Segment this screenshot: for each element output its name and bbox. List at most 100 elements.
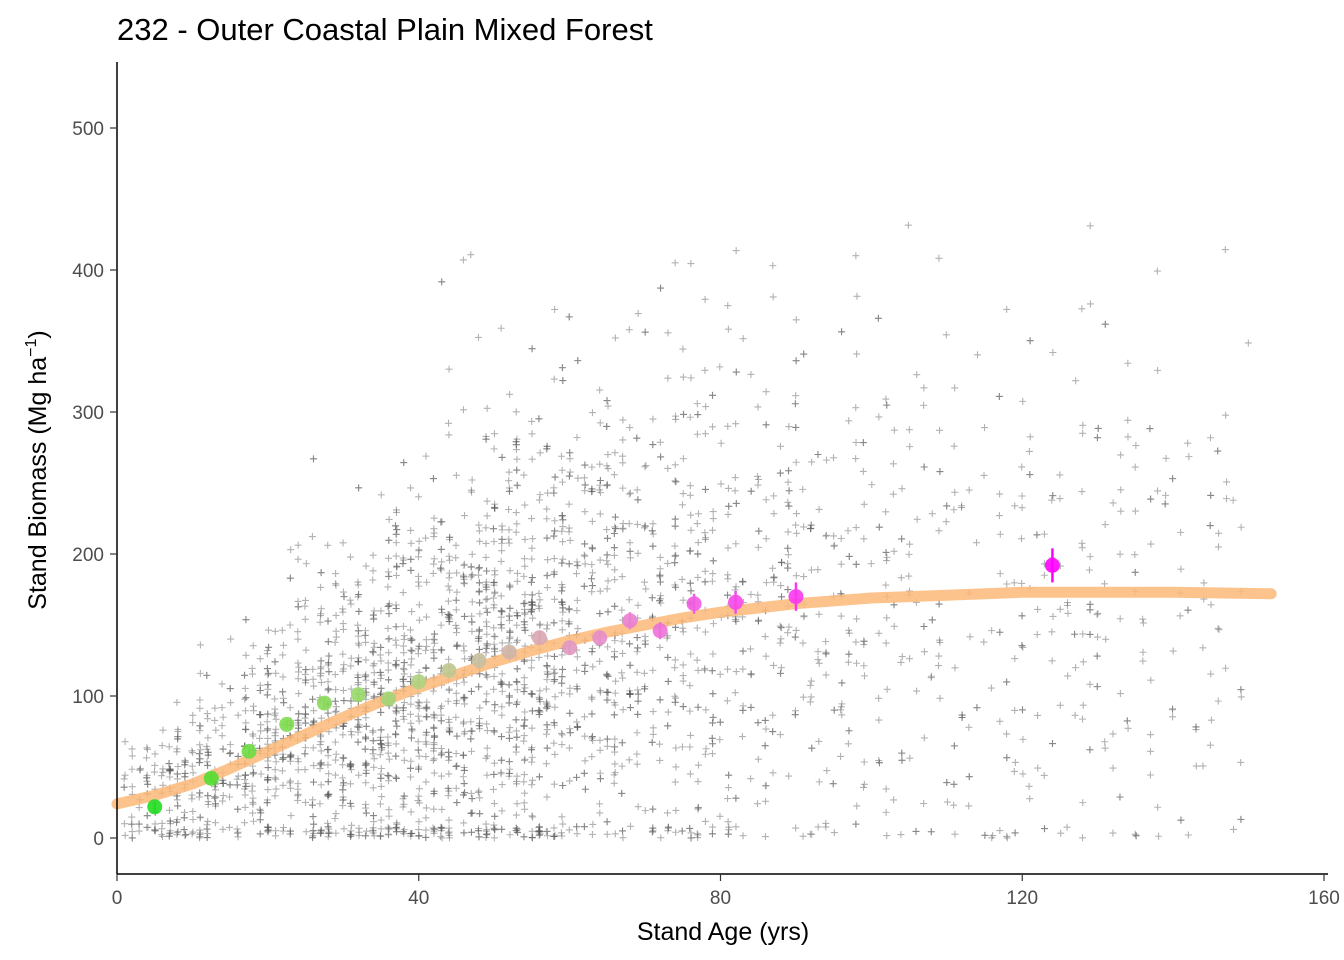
raw-point <box>853 802 861 810</box>
raw-point <box>121 738 129 746</box>
raw-point <box>173 698 181 706</box>
raw-point <box>965 773 973 781</box>
raw-point <box>1093 652 1101 660</box>
raw-point <box>498 825 506 833</box>
raw-point <box>355 771 363 779</box>
raw-point <box>369 737 377 745</box>
raw-point <box>430 825 438 833</box>
raw-point <box>407 830 415 838</box>
raw-point <box>1223 478 1231 486</box>
raw-point <box>709 740 717 748</box>
raw-point <box>845 417 853 425</box>
raw-point <box>1184 606 1192 614</box>
raw-point <box>302 710 310 718</box>
raw-point <box>497 613 505 621</box>
raw-point <box>483 640 491 648</box>
raw-point <box>370 643 378 651</box>
raw-point <box>558 581 566 589</box>
raw-point <box>557 452 565 460</box>
raw-point <box>506 604 514 612</box>
raw-point <box>784 498 792 506</box>
raw-point <box>203 834 211 842</box>
raw-point <box>671 778 679 786</box>
raw-point <box>694 666 702 674</box>
raw-point <box>370 678 378 686</box>
raw-point <box>324 752 332 760</box>
raw-point <box>263 647 271 655</box>
raw-point <box>543 832 551 840</box>
raw-point <box>166 765 174 773</box>
raw-point <box>1018 535 1025 543</box>
raw-point <box>460 573 468 581</box>
raw-point <box>392 605 400 613</box>
raw-point <box>1237 686 1245 694</box>
raw-point <box>521 626 529 634</box>
raw-point <box>165 832 173 840</box>
raw-point <box>528 724 536 732</box>
raw-point <box>512 716 520 724</box>
raw-point <box>550 665 558 673</box>
raw-point <box>264 734 272 742</box>
raw-point <box>604 688 612 696</box>
raw-point <box>559 665 567 673</box>
raw-point <box>204 798 212 806</box>
raw-point <box>355 723 363 731</box>
raw-point <box>581 785 589 793</box>
raw-point <box>701 665 709 673</box>
raw-point <box>348 731 356 739</box>
raw-point <box>491 645 499 653</box>
raw-point <box>1147 495 1155 503</box>
raw-point <box>573 596 581 604</box>
raw-point <box>754 755 762 763</box>
raw-point <box>512 827 520 835</box>
raw-point <box>588 648 596 656</box>
raw-point <box>618 573 626 581</box>
raw-point <box>453 641 461 649</box>
raw-point <box>551 517 559 525</box>
raw-point <box>852 455 860 463</box>
raw-point <box>317 759 325 767</box>
raw-point <box>822 638 830 646</box>
raw-point <box>528 574 536 582</box>
raw-point <box>475 722 483 730</box>
raw-point <box>452 471 460 479</box>
raw-point <box>308 801 316 809</box>
raw-point <box>973 704 981 712</box>
raw-point <box>377 708 385 716</box>
raw-point <box>317 738 325 746</box>
raw-point <box>135 820 143 828</box>
raw-point <box>256 686 264 694</box>
raw-point <box>958 711 966 719</box>
raw-point <box>370 607 378 615</box>
raw-point <box>294 766 302 774</box>
raw-point <box>173 818 181 826</box>
raw-point <box>196 704 204 712</box>
raw-point <box>943 502 951 510</box>
raw-point <box>460 560 468 568</box>
raw-point <box>453 697 461 705</box>
raw-point <box>792 626 800 634</box>
raw-point <box>1123 717 1131 725</box>
raw-point <box>671 698 679 706</box>
raw-point <box>460 751 468 759</box>
raw-point <box>573 723 581 731</box>
raw-point <box>287 750 295 758</box>
raw-point <box>897 658 905 666</box>
raw-point <box>656 696 664 704</box>
raw-point <box>611 602 619 610</box>
raw-point <box>558 679 566 687</box>
raw-point <box>294 716 302 724</box>
raw-point <box>558 617 566 625</box>
raw-point <box>1018 579 1026 587</box>
raw-point <box>332 633 340 641</box>
raw-point <box>1214 543 1222 551</box>
raw-point <box>610 711 618 719</box>
raw-point <box>792 824 800 832</box>
raw-point <box>529 614 537 622</box>
raw-point <box>407 673 415 681</box>
raw-point <box>324 678 332 686</box>
raw-point <box>814 823 822 831</box>
raw-point <box>633 668 641 676</box>
raw-point <box>181 758 189 766</box>
raw-point <box>1214 447 1222 455</box>
